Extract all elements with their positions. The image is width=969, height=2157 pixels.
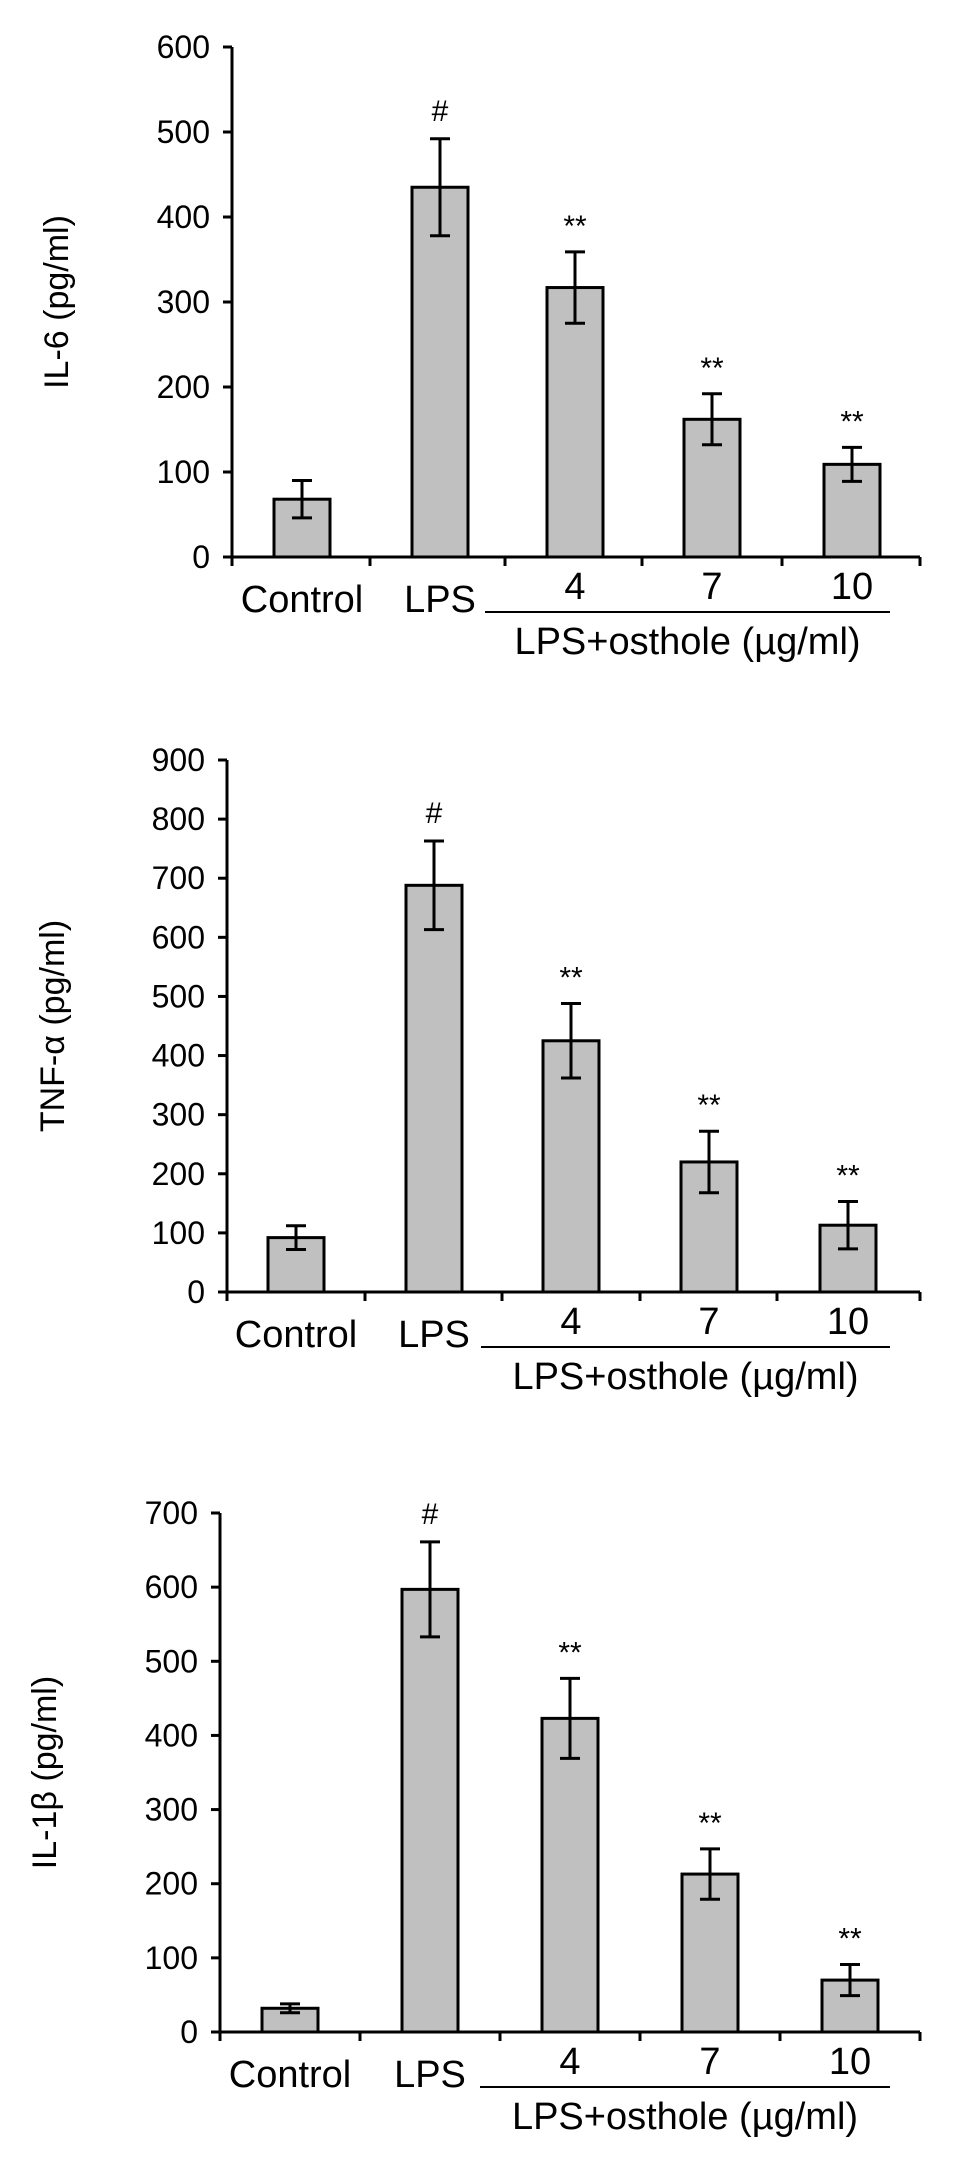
error-bar: [560, 1676, 580, 1760]
y-tick-label: 300: [152, 1097, 205, 1133]
error-bar: [561, 1002, 581, 1080]
y-tick-label: 0: [187, 1274, 205, 1310]
x-category-label: 10: [827, 1301, 869, 1343]
group-label: LPS+osthole (µg/ml): [514, 621, 860, 663]
error-bar: [292, 479, 312, 520]
significance-label: #: [426, 797, 443, 830]
y-tick-label: 200: [157, 369, 210, 405]
y-tick-label: 900: [152, 742, 205, 778]
y-tick-label: 0: [192, 539, 210, 575]
error-bar: [420, 1540, 440, 1639]
significance-label: **: [838, 1923, 862, 1956]
bar: [545, 286, 605, 559]
error-bar: [700, 1847, 720, 1901]
x-category-label: 4: [560, 1301, 581, 1343]
bar: [410, 185, 470, 559]
x-category-label: Control: [241, 579, 364, 621]
error-bar: [702, 392, 722, 447]
significance-label: **: [558, 1636, 582, 1669]
significance-label: **: [700, 352, 724, 385]
chart-il1-beta: 0 100 200 300 400 500 600 700 Control # LPS ** 4 ** 7 *…: [26, 1495, 922, 2138]
y-tick-label: 200: [152, 1156, 205, 1192]
bar: [404, 883, 464, 1294]
error-bar: [424, 839, 444, 932]
x-category-label: Control: [229, 2054, 352, 2096]
y-tick-label: 400: [145, 1717, 198, 1753]
x-category-label: 4: [564, 566, 585, 608]
significance-label: **: [840, 405, 864, 438]
y-tick-label: 500: [145, 1643, 198, 1679]
y-tick-label: 600: [152, 919, 205, 955]
x-category-label: 4: [559, 2041, 580, 2083]
y-axis-title: IL-1β (pg/ml): [26, 1676, 64, 1869]
error-bar: [699, 1129, 719, 1195]
significance-label: **: [559, 962, 583, 995]
error-bar: [286, 1224, 306, 1251]
x-category-label: Control: [235, 1314, 358, 1356]
chart-tnf-alpha: 0 100 200 300 400 500 600 700 800 900 Control # LPS *…: [34, 742, 922, 1398]
error-bar: [430, 137, 450, 238]
group-label: LPS+osthole (µg/ml): [512, 1356, 858, 1398]
significance-label: **: [697, 1089, 721, 1122]
error-bar: [280, 2002, 300, 2015]
y-tick-label: 0: [180, 2014, 198, 2050]
group-label: LPS+osthole (µg/ml): [512, 2096, 858, 2138]
y-tick-label: 200: [145, 1866, 198, 1902]
error-bar: [838, 1200, 858, 1251]
significance-label: **: [563, 210, 587, 243]
significance-label: **: [698, 1807, 722, 1840]
significance-label: #: [432, 95, 449, 128]
y-axis-title: TNF-α (pg/ml): [34, 920, 72, 1132]
significance-label: #: [422, 1498, 439, 1531]
error-bar: [840, 1963, 860, 1998]
x-category-label: LPS: [394, 2054, 466, 2096]
y-tick-label: 100: [157, 454, 210, 490]
y-tick-label: 600: [157, 29, 210, 65]
y-tick-label: 500: [157, 114, 210, 150]
x-category-label: 10: [831, 566, 873, 608]
error-bar: [565, 250, 585, 325]
y-axis-title: IL-6 (pg/ml): [38, 215, 76, 389]
bar: [541, 1039, 601, 1294]
y-tick-label: 600: [145, 1569, 198, 1605]
x-category-label: LPS: [404, 579, 476, 621]
x-category-label: 7: [698, 1301, 719, 1343]
x-category-label: LPS: [398, 1314, 470, 1356]
error-bar: [842, 445, 862, 483]
bar: [540, 1716, 600, 2034]
y-tick-label: 100: [152, 1215, 205, 1251]
y-tick-label: 100: [145, 1940, 198, 1976]
x-category-label: 10: [829, 2041, 871, 2083]
chart-il6: 0 100 200 300 400 500 600 Control # LPS ** 4 ** 7 ** 10…: [38, 29, 922, 663]
x-category-label: 7: [701, 566, 722, 608]
y-tick-label: 700: [152, 860, 205, 896]
y-tick-label: 500: [152, 978, 205, 1014]
y-tick-label: 300: [157, 284, 210, 320]
significance-label: **: [836, 1160, 860, 1193]
y-tick-label: 700: [145, 1495, 198, 1531]
y-tick-label: 800: [152, 801, 205, 837]
y-tick-label: 300: [145, 1792, 198, 1828]
x-category-label: 7: [699, 2041, 720, 2083]
y-tick-label: 400: [152, 1038, 205, 1074]
bar: [400, 1587, 460, 2034]
y-tick-label: 400: [157, 199, 210, 235]
